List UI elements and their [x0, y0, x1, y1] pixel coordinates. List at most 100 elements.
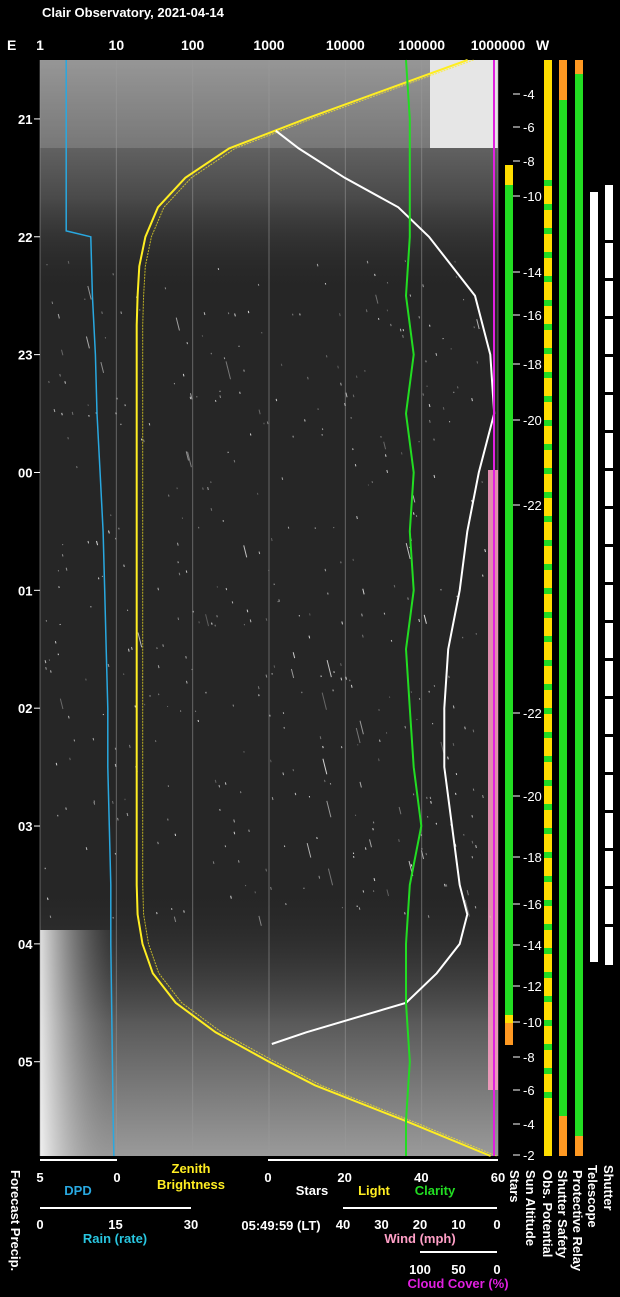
wind-tick: 20	[413, 1217, 427, 1232]
star-trail	[177, 617, 180, 621]
star-trail	[225, 587, 228, 591]
star-trail	[474, 906, 477, 909]
obs-potential-segment	[544, 708, 552, 714]
shutter-gap	[604, 734, 614, 737]
star-trail	[202, 487, 204, 490]
star-trail	[214, 779, 217, 783]
star-trail	[471, 815, 473, 818]
obs-potential-segment	[544, 804, 552, 810]
star-trail	[189, 393, 193, 400]
star-trail	[355, 375, 358, 378]
star-trail	[355, 727, 361, 744]
star-trail	[67, 437, 69, 440]
star-trail	[418, 618, 421, 623]
star-trail	[393, 584, 396, 588]
zenith-brightness-line	[135, 59, 491, 1157]
star-trail	[143, 439, 145, 443]
star-trail	[452, 743, 455, 746]
star-trail	[271, 797, 274, 801]
sun-altitude-label: -20	[523, 413, 542, 428]
star-trail	[340, 677, 343, 681]
star-trail	[340, 382, 342, 386]
obs-potential-segment	[544, 636, 552, 642]
star-trail	[49, 915, 52, 919]
sun-altitude-label: -14	[523, 265, 542, 280]
stars-bar-segment	[505, 165, 513, 185]
rain-tick: 0	[36, 1217, 43, 1232]
star-trails	[44, 260, 491, 926]
star-trail	[243, 545, 248, 558]
star-trail	[354, 464, 357, 467]
star-trail	[379, 739, 381, 743]
star-trail	[65, 567, 68, 571]
star-trail	[278, 599, 280, 602]
star-trail	[51, 301, 54, 305]
star-trail	[46, 897, 49, 901]
obs-potential-segment	[544, 660, 552, 666]
star-trail	[307, 376, 309, 380]
star-trail	[60, 349, 64, 356]
star-trail	[386, 889, 390, 897]
light-line	[142, 59, 497, 1157]
star-trail	[429, 796, 432, 800]
telescope-bar	[590, 192, 598, 962]
star-trail	[87, 540, 90, 544]
east-letter: E	[7, 37, 16, 53]
star-trail	[356, 515, 358, 520]
star-trail	[44, 660, 47, 664]
shutter-gap	[604, 810, 614, 813]
wind-tick: 40	[336, 1217, 350, 1232]
obs-potential-bar	[544, 60, 552, 1156]
star-trail	[384, 454, 387, 457]
star-trail	[383, 441, 387, 450]
star-trail	[448, 675, 450, 679]
hour-label: 00	[18, 465, 32, 480]
stars-tick: 40	[414, 1170, 428, 1185]
star-trail	[248, 829, 250, 832]
star-trail	[412, 512, 415, 515]
star-trail	[167, 494, 170, 497]
star-trail	[247, 310, 250, 314]
star-trail	[454, 792, 457, 796]
obs-potential-segment	[544, 396, 552, 402]
star-trail	[366, 260, 369, 264]
star-trail	[341, 621, 344, 625]
star-trail	[322, 758, 328, 775]
sun-altitude-label: -4	[523, 87, 535, 102]
shutter-gap	[604, 316, 614, 319]
star-trail	[398, 806, 402, 815]
shutter-label: Shutter	[601, 1165, 616, 1211]
forecast-precip-label: Forecast Precip.	[8, 1170, 23, 1272]
cloud-tick: 50	[451, 1262, 465, 1277]
star-trail	[326, 659, 332, 678]
obs-potential-segment	[544, 828, 552, 834]
star-trail	[239, 391, 241, 395]
shutter-gap	[604, 278, 614, 281]
sun-altitude-label: -8	[523, 1050, 535, 1065]
star-trail	[359, 781, 362, 788]
cloud-cover-label: Cloud Cover (%)	[407, 1276, 508, 1291]
star-trail	[464, 899, 470, 917]
hour-label: 01	[18, 583, 32, 598]
top-tick-label: 10	[109, 37, 125, 53]
star-trail	[361, 634, 364, 638]
star-trail	[404, 912, 406, 915]
obs-potential-segment	[544, 540, 552, 546]
obs-potential-segment	[544, 468, 552, 474]
star-trail	[176, 542, 179, 546]
obs-potential-segment	[544, 612, 552, 618]
star-trail	[96, 540, 99, 546]
star-trail	[55, 762, 58, 766]
star-trail	[189, 396, 192, 400]
protective-relay-bar	[575, 60, 583, 1156]
star-trail	[281, 477, 284, 480]
shutter-gap	[604, 772, 614, 775]
star-trail	[157, 587, 159, 591]
star-trail	[372, 827, 374, 831]
star-trail	[100, 362, 105, 373]
star-trail	[402, 334, 404, 338]
star-trail	[471, 856, 474, 859]
star-trail	[322, 745, 324, 749]
obs-potential-segment	[544, 252, 552, 258]
sun-altitude-label: -18	[523, 850, 542, 865]
